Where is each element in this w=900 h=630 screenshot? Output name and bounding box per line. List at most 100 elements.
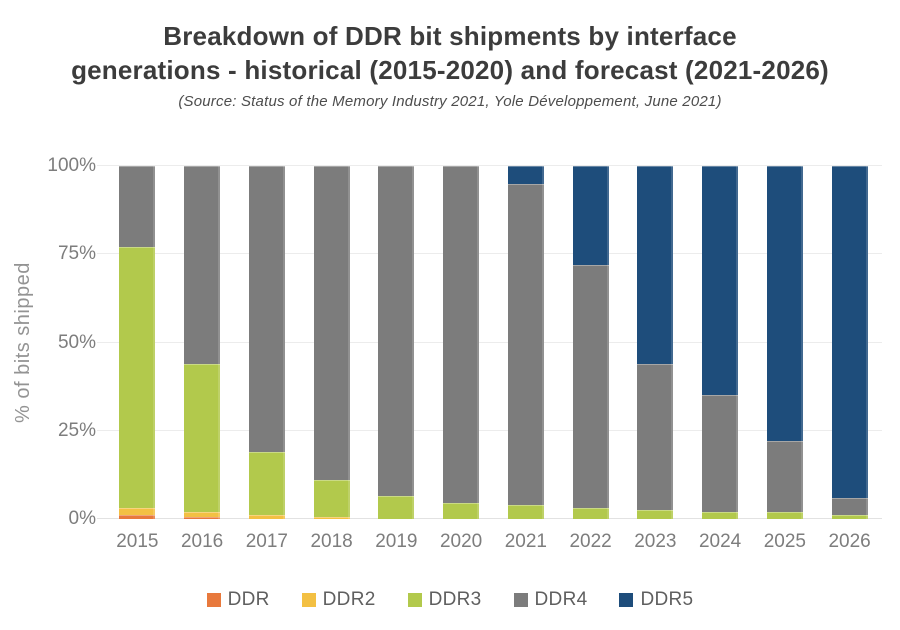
bar-segment-ddr5-2021 xyxy=(507,166,544,184)
bar-segment-ddr3-2026 xyxy=(831,515,868,519)
chart-title-line1: Breakdown of DDR bit shipments by interf… xyxy=(163,21,737,51)
bar-segment-ddr-2016 xyxy=(184,517,221,519)
legend: DDR DDR2 DDR3 DDR4 DDR5 xyxy=(0,589,900,611)
x-tick-label-2016: 2016 xyxy=(180,531,224,552)
x-axis-labels: 2015 2016 2017 2018 2019 2020 2021 2022 2023 2024… xyxy=(105,531,882,553)
gridline-75% xyxy=(97,253,882,255)
bar-column-2015 xyxy=(105,166,170,519)
bar-column-2025 xyxy=(753,166,818,519)
stacked-bar-2021 xyxy=(507,166,544,519)
bar-segment-ddr3-2016 xyxy=(184,363,221,512)
stacked-bar-2026 xyxy=(831,166,868,519)
legend-label-ddr2: DDR2 xyxy=(322,589,376,610)
stacked-bar-2020 xyxy=(443,166,480,519)
bar-segment-ddr4-2025 xyxy=(766,441,803,512)
legend-label-ddr5: DDR5 xyxy=(640,589,694,610)
legend-item-ddr3: DDR3 xyxy=(407,589,482,611)
chart-subtitle: (Source: Status of the Memory Industry 2… xyxy=(178,92,722,110)
y-tick-label: 25% xyxy=(57,419,96,441)
bar-segment-ddr5-2023 xyxy=(637,166,674,364)
legend-item-ddr5: DDR5 xyxy=(619,589,693,611)
legend-swatch-ddr xyxy=(206,593,221,607)
x-tick-label-2019: 2019 xyxy=(375,531,418,552)
bar-column-2023 xyxy=(623,166,688,519)
bar-segment-ddr3-2015 xyxy=(119,247,156,509)
gridline-50% xyxy=(97,341,882,343)
bar-segment-ddr3-2019 xyxy=(378,496,415,519)
bar-segment-ddr3-2021 xyxy=(507,504,544,519)
legend-label-ddr4: DDR4 xyxy=(534,589,588,610)
stacked-bar-2023 xyxy=(637,166,674,519)
y-tick-label: 50% xyxy=(57,331,96,353)
gridline-25% xyxy=(97,429,882,431)
bar-column-2018 xyxy=(299,166,364,519)
bar-column-2026 xyxy=(817,166,882,519)
bar-segment-ddr5-2025 xyxy=(766,166,803,442)
bar-segment-ddr4-2016 xyxy=(184,166,221,364)
x-tick-label-2023: 2023 xyxy=(634,531,677,552)
chart-title: Breakdown of DDR bit shipments by interf… xyxy=(0,0,900,88)
stacked-bar-2017 xyxy=(248,166,285,519)
plot-area xyxy=(97,165,882,519)
stacked-bar-2019 xyxy=(378,166,415,519)
bar-segment-ddr2-2015 xyxy=(119,508,156,516)
legend-swatch-ddr5 xyxy=(619,593,634,607)
bar-segment-ddr3-2020 xyxy=(443,503,480,519)
x-tick-label-2021: 2021 xyxy=(504,531,548,552)
bar-segment-ddr2-2018 xyxy=(313,517,350,519)
bar-column-2017 xyxy=(235,166,300,519)
stacked-bar-2025 xyxy=(766,166,803,519)
legend-swatch-ddr2 xyxy=(301,593,316,607)
stacked-bar-2016 xyxy=(184,166,221,519)
gridline-100% xyxy=(97,165,882,166)
stacked-bar-2024 xyxy=(702,166,739,519)
bar-segment-ddr5-2026 xyxy=(831,166,868,498)
legend-swatch-ddr3 xyxy=(407,593,422,607)
bar-segment-ddr3-2018 xyxy=(313,480,350,518)
bar-column-2021 xyxy=(494,166,559,519)
x-tick-label-2025: 2025 xyxy=(763,531,807,552)
legend-item-ddr4: DDR4 xyxy=(513,589,588,611)
stacked-bar-2015 xyxy=(119,166,156,519)
bar-segment-ddr4-2021 xyxy=(507,183,544,505)
bar-segment-ddr3-2025 xyxy=(766,511,803,519)
legend-label-ddr3: DDR3 xyxy=(428,589,482,610)
stacked-bar-2022 xyxy=(572,166,609,519)
x-tick-label-2026: 2026 xyxy=(828,531,871,552)
bar-segment-ddr4-2019 xyxy=(378,166,415,497)
legend-swatch-ddr4 xyxy=(513,593,528,607)
x-tick-label-2018: 2018 xyxy=(310,531,353,552)
bar-segment-ddr5-2024 xyxy=(702,166,739,396)
x-tick-label-2015: 2015 xyxy=(116,531,159,552)
bar-segment-ddr3-2022 xyxy=(572,508,609,519)
x-tick-label-2017: 2017 xyxy=(245,531,289,552)
y-tick-label: 0% xyxy=(68,508,96,529)
bar-segment-ddr4-2026 xyxy=(831,497,868,516)
legend-item-ddr: DDR xyxy=(206,589,270,611)
bar-segment-ddr5-2022 xyxy=(572,166,609,265)
bar-segment-ddr3-2024 xyxy=(702,511,739,519)
bar-segment-ddr4-2018 xyxy=(313,166,350,481)
bar-segment-ddr4-2017 xyxy=(248,166,285,452)
x-tick-label-2020: 2020 xyxy=(439,531,483,552)
legend-label-ddr: DDR xyxy=(227,589,270,610)
bar-segment-ddr-2015 xyxy=(119,515,156,519)
bar-column-2016 xyxy=(170,166,235,519)
stacked-bar-2018 xyxy=(313,166,350,519)
bar-segment-ddr4-2024 xyxy=(702,395,739,512)
gridline-0% xyxy=(97,518,882,519)
x-tick-label-2024: 2024 xyxy=(698,531,742,552)
y-tick-label: 75% xyxy=(57,243,96,265)
bar-segment-ddr4-2023 xyxy=(637,363,674,511)
bar-segment-ddr3-2023 xyxy=(637,510,674,519)
bar-segment-ddr4-2015 xyxy=(119,166,156,248)
legend-item-ddr2: DDR2 xyxy=(301,589,376,611)
y-axis-ticks: 0% 25% 50% 75% 100% xyxy=(34,155,96,529)
bar-column-2022 xyxy=(558,166,623,519)
x-tick-label-2022: 2022 xyxy=(569,531,612,552)
bar-segment-ddr3-2017 xyxy=(248,451,285,516)
y-axis-title: % of bits shipped xyxy=(12,262,34,423)
bars xyxy=(105,166,882,519)
bar-column-2020 xyxy=(429,166,494,519)
